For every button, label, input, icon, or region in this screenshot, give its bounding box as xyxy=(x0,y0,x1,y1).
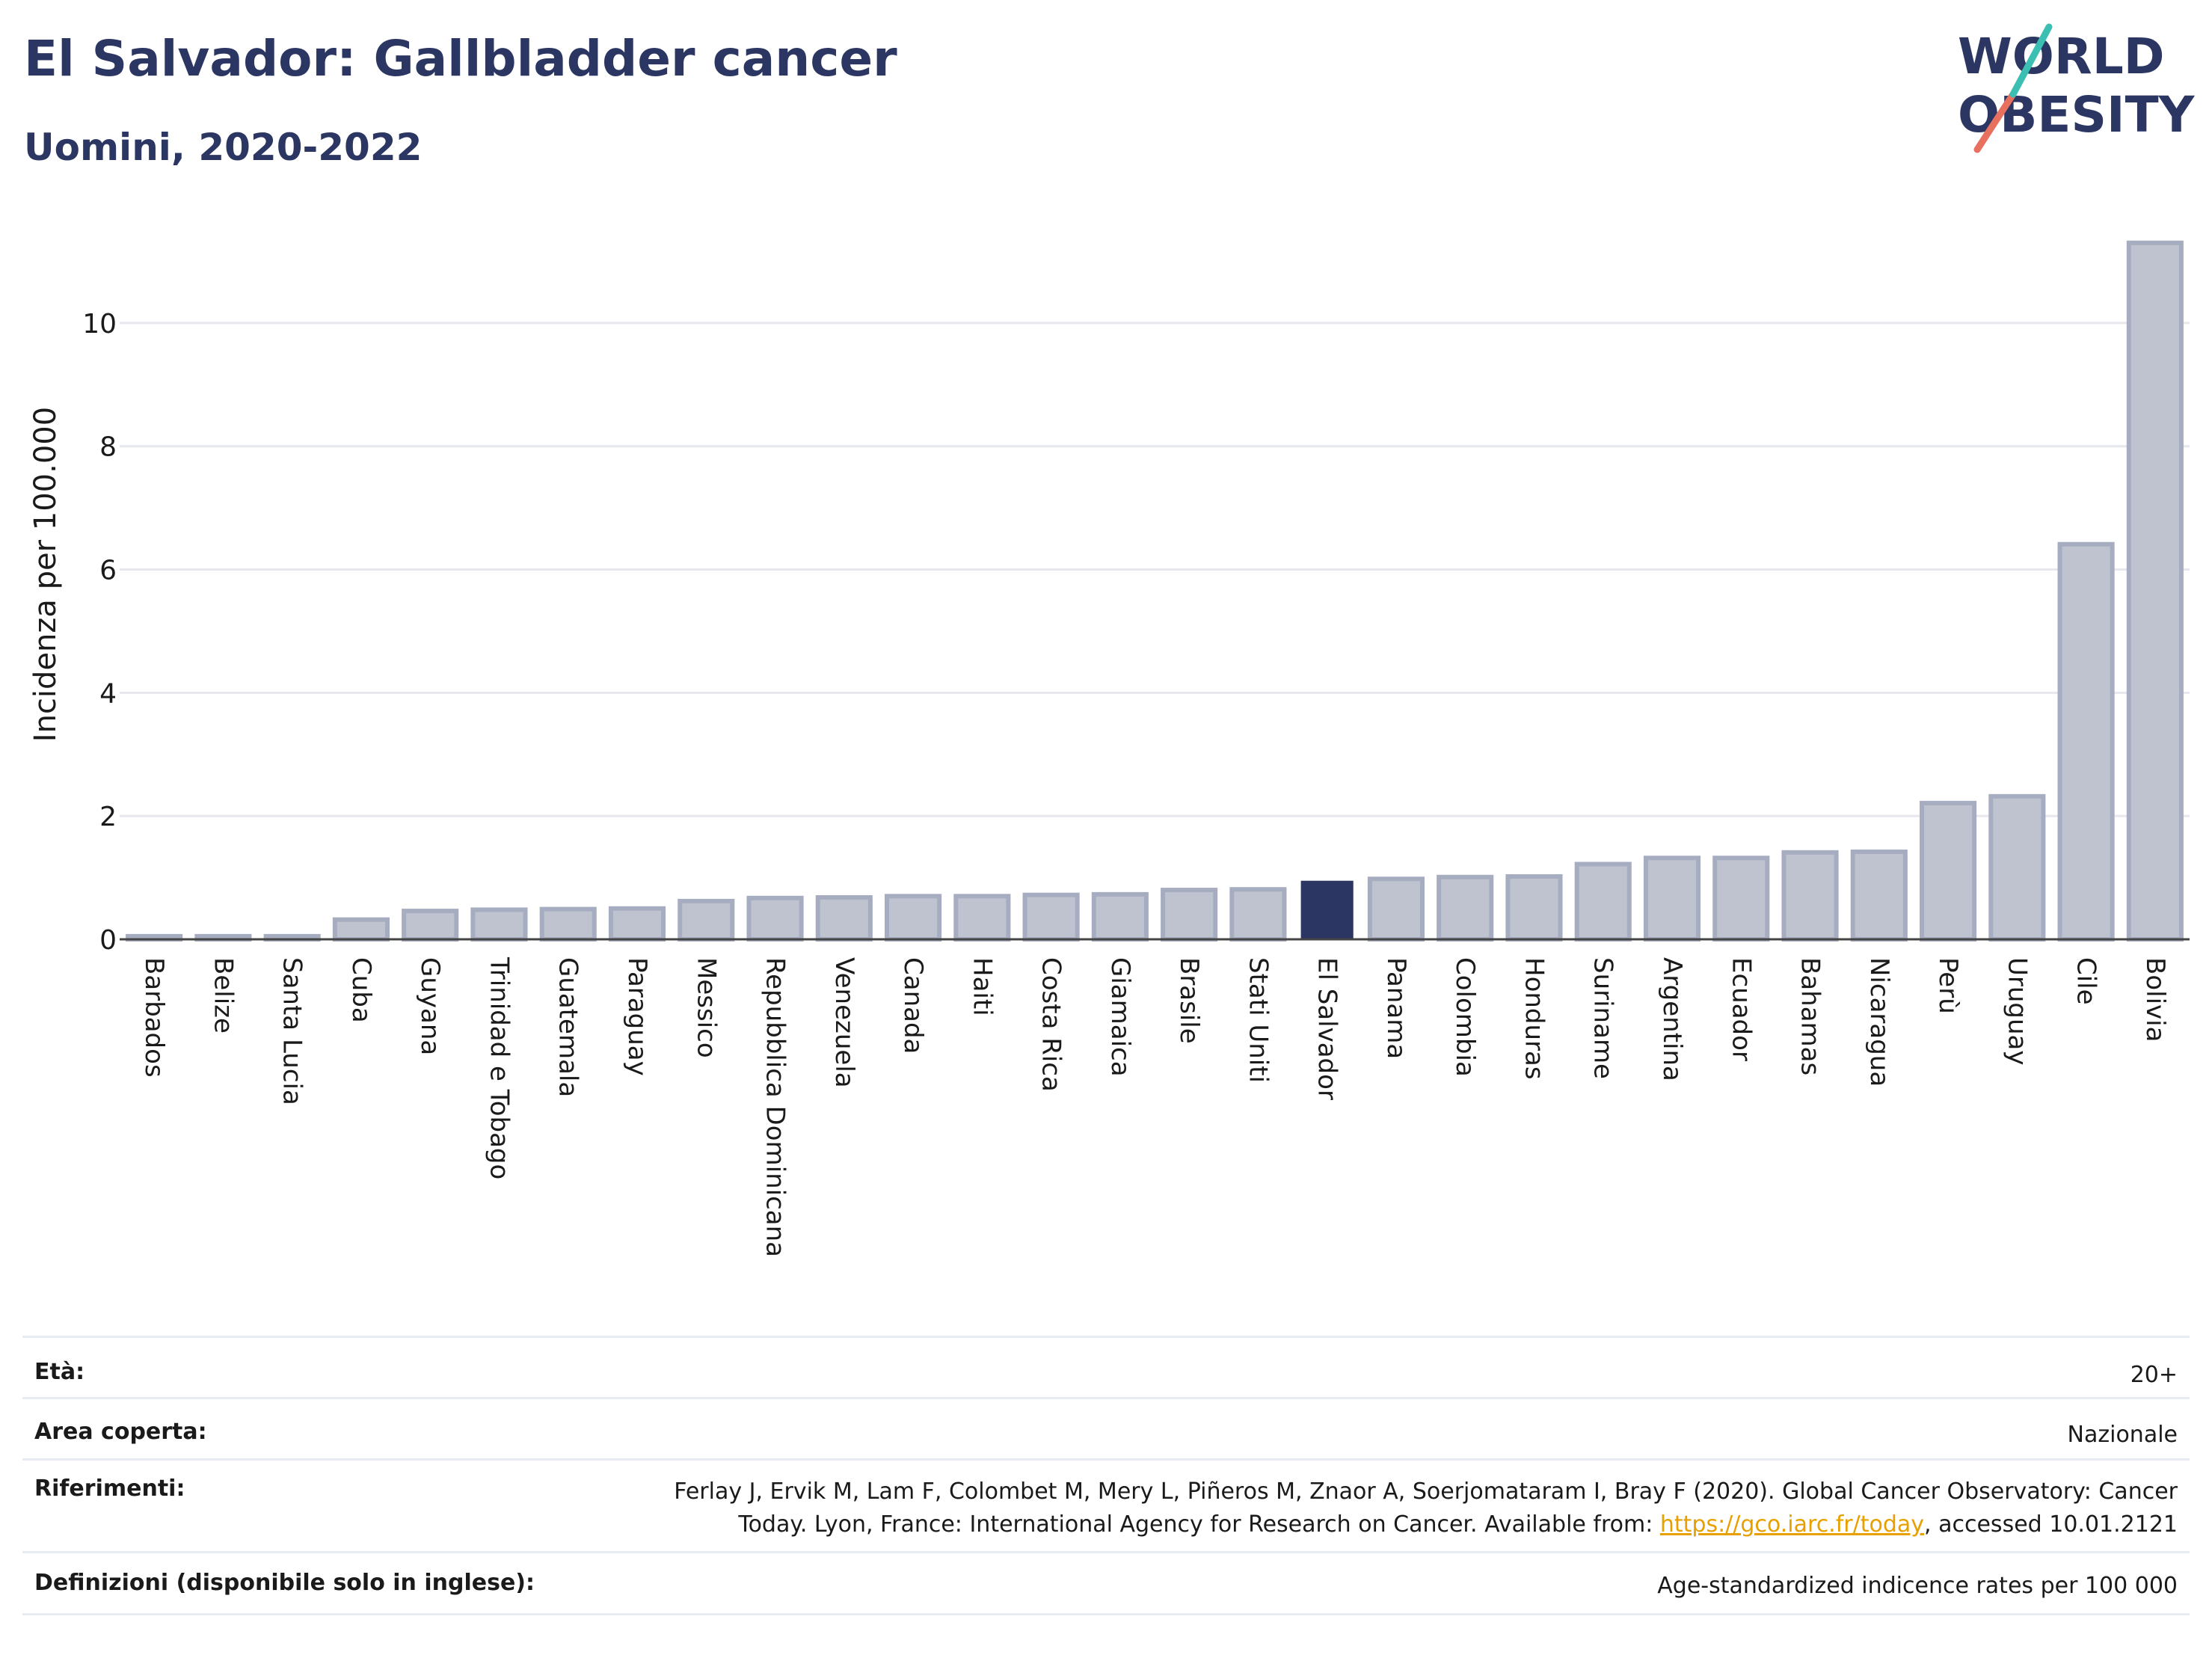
bar xyxy=(1988,793,2046,942)
age-value: 20+ xyxy=(2130,1362,2178,1388)
logo-slash-coral xyxy=(1973,90,2017,153)
x-tick-label: Santa Lucia xyxy=(277,957,307,1105)
age-label: Età: xyxy=(34,1359,85,1385)
info-row-area: Area coperta: Nazionale xyxy=(22,1397,2190,1458)
area-value: Nazionale xyxy=(2067,1422,2178,1448)
references-line2: Today. Lyon, France: International Agenc… xyxy=(674,1508,2178,1541)
bar xyxy=(1850,849,1908,942)
x-tick-label: Uruguay xyxy=(2002,957,2032,1066)
bar xyxy=(746,895,804,942)
x-tick-label: Messico xyxy=(691,957,721,1058)
x-tick-label: Haiti xyxy=(967,957,997,1016)
bar xyxy=(1091,891,1149,942)
x-tick-label: Bolivia xyxy=(2140,957,2170,1042)
logo-text-line1: WORLD xyxy=(1958,28,2165,85)
references-label: Riferimenti: xyxy=(34,1476,185,1502)
x-tick-label: Cuba xyxy=(346,957,376,1023)
axes: 0 2 4 6 8 10 Barbados Belize Santa Lucia Cuba Guya… xyxy=(82,309,2190,1257)
bar xyxy=(1505,873,1563,942)
bar xyxy=(1229,887,1287,942)
bar xyxy=(953,894,1011,942)
bar xyxy=(1781,850,1839,942)
x-tick-label: Cile xyxy=(2071,957,2101,1005)
info-row-references: Riferimenti: Ferlay J, Ervik M, Lam F, C… xyxy=(22,1458,2190,1551)
bar xyxy=(2126,240,2184,942)
definitions-label: Definizioni (disponibile solo in inglese… xyxy=(34,1570,535,1596)
bar xyxy=(402,909,459,942)
references-line2-text: Today. Lyon, France: International Agenc… xyxy=(738,1511,1660,1538)
references-value: Ferlay J, Ervik M, Lam F, Colombet M, Me… xyxy=(674,1476,2178,1541)
y-tick-label: 4 xyxy=(99,678,117,709)
x-tick-label: Colombia xyxy=(1450,957,1480,1077)
x-tick-label: Paraguay xyxy=(622,957,652,1076)
bar xyxy=(1022,892,1080,942)
info-table: Età: 20+ Area coperta: Nazionale Riferim… xyxy=(22,1336,2190,1615)
bar xyxy=(1367,876,1425,942)
x-tick-label: Guyana xyxy=(415,957,445,1055)
x-tick-label: Repubblica Dominicana xyxy=(761,957,790,1257)
y-tick-label: 8 xyxy=(99,432,117,463)
x-tick-label: Guatemala xyxy=(553,957,583,1097)
bar xyxy=(1574,862,1632,942)
bar xyxy=(470,907,528,942)
world-obesity-logo: WORLD OBESITY xyxy=(1958,23,2196,153)
x-tick-label: Panama xyxy=(1381,957,1411,1059)
bar xyxy=(678,898,735,942)
x-tick-label: Stati Uniti xyxy=(1243,957,1273,1083)
x-tick-label: Canada xyxy=(898,957,928,1054)
x-tick-label: Brasile xyxy=(1174,957,1204,1044)
bar xyxy=(815,894,873,942)
x-tick-label: Belize xyxy=(208,957,238,1034)
y-tick-label: 2 xyxy=(99,802,117,832)
y-axis-title: Incidenza per 100.000 xyxy=(28,407,63,742)
x-tick-label: Giamaica xyxy=(1105,957,1135,1077)
x-tick-label: Barbados xyxy=(139,957,169,1078)
bar xyxy=(332,917,390,942)
references-link[interactable]: https://gco.iarc.fr/today xyxy=(1659,1511,1925,1538)
references-line1: Ferlay J, Ervik M, Lam F, Colombet M, Me… xyxy=(674,1479,2178,1505)
bar xyxy=(885,894,942,942)
chart-title: El Salvador: Gallbladder cancer xyxy=(24,30,897,87)
x-tick-label: Suriname xyxy=(1588,957,1618,1079)
bar xyxy=(1920,800,1977,942)
x-tick-label: Perù xyxy=(1933,957,1963,1014)
x-tick-label: Trinidad e Tobago xyxy=(484,957,514,1179)
bar xyxy=(1712,856,1770,942)
bars xyxy=(126,240,2184,942)
bar xyxy=(608,906,666,942)
definitions-value: Age-standardized indicence rates per 100… xyxy=(1657,1573,2178,1599)
y-tick-label: 0 xyxy=(99,925,117,956)
grid-lines xyxy=(120,322,2190,817)
info-row-definitions: Definizioni (disponibile solo in inglese… xyxy=(22,1551,2190,1615)
bar xyxy=(539,906,597,942)
x-tick-label: Nicaragua xyxy=(1864,957,1894,1087)
x-tick-label: Argentina xyxy=(1657,957,1687,1081)
bar-chart: 0 2 4 6 8 10 Barbados Belize Santa Lucia Cuba Guya… xyxy=(28,240,2190,1257)
x-tick-label: Venezuela xyxy=(829,957,859,1088)
bar xyxy=(1161,888,1218,942)
info-row-age: Età: 20+ xyxy=(22,1336,2190,1397)
y-tick-label: 10 xyxy=(82,309,117,340)
x-tick-label: Ecuador xyxy=(1726,957,1756,1061)
x-tick-label: Costa Rica xyxy=(1036,957,1066,1092)
area-label: Area coperta: xyxy=(34,1419,207,1445)
logo-slash-teal xyxy=(2009,23,2053,98)
bar xyxy=(2057,541,2115,942)
x-tick-label: Honduras xyxy=(1519,957,1549,1080)
x-tick-label: Bahamas xyxy=(1795,957,1825,1075)
chart-subtitle: Uomini, 2020-2022 xyxy=(24,126,423,169)
bar xyxy=(1437,874,1494,942)
x-tick-label: El Salvador xyxy=(1312,957,1342,1100)
references-accessed: , accessed 10.01.2121 xyxy=(1924,1511,2178,1538)
bar xyxy=(1643,856,1701,942)
y-tick-label: 6 xyxy=(99,556,117,586)
bar xyxy=(1300,880,1354,939)
